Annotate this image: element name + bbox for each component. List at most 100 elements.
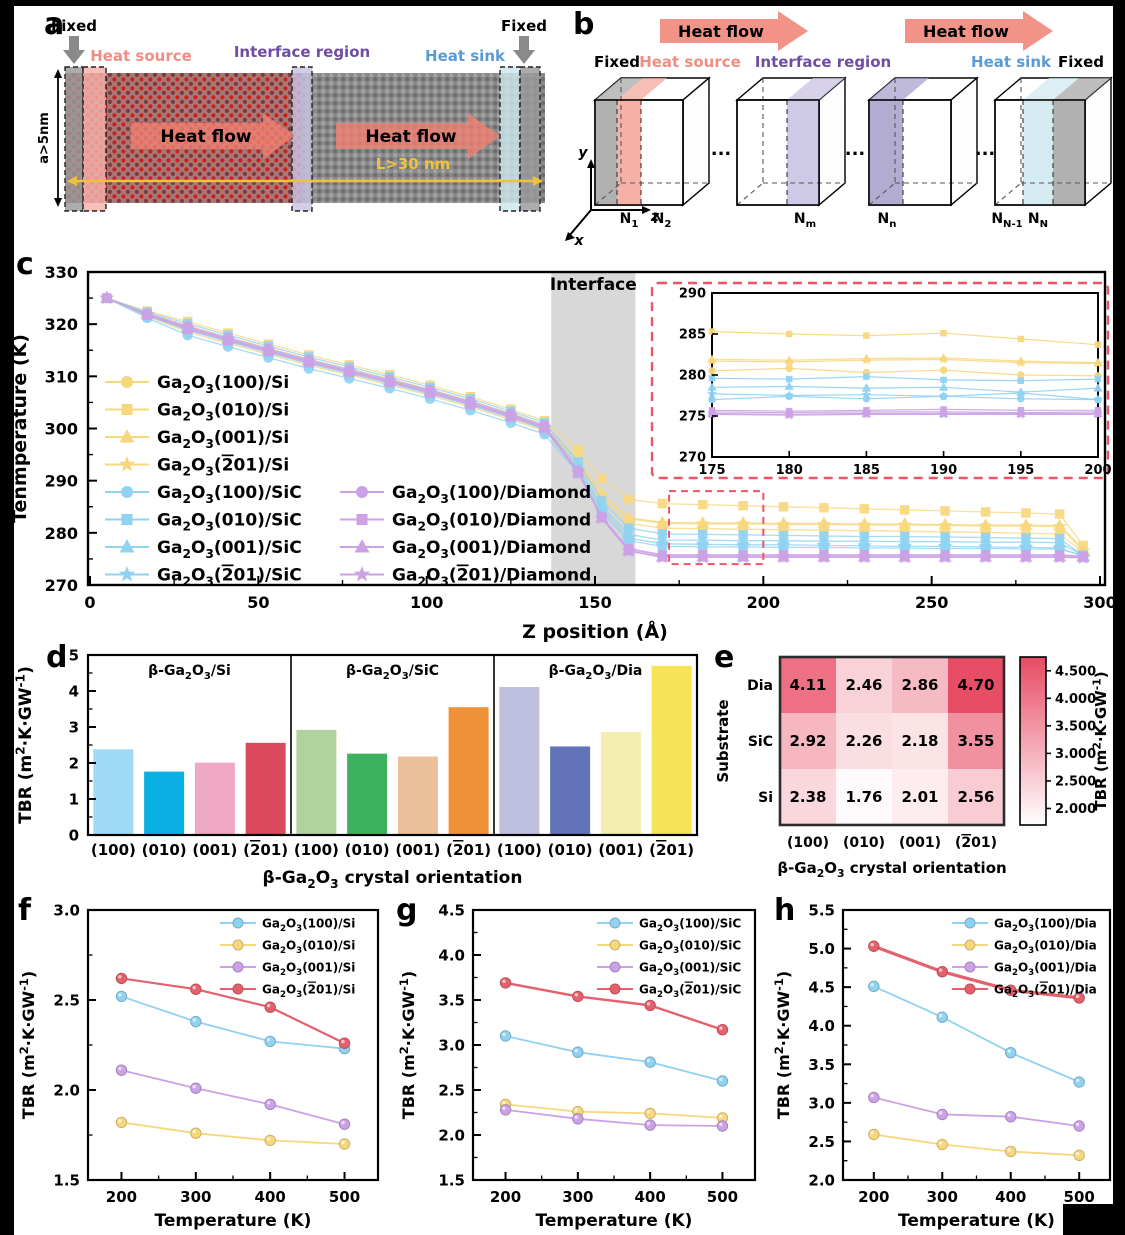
series-marker-star: [220, 332, 236, 346]
inset-y-tick-label: 280: [679, 369, 706, 384]
y-tick-label: 3: [69, 719, 79, 737]
x-tick-label: 250: [915, 593, 948, 612]
legend-item: Ga2O3(001)/SiC: [105, 538, 302, 561]
series-marker-star: [118, 455, 136, 472]
heatmap-cell-value: 2.46: [845, 676, 882, 694]
marker-highlight: [1075, 1078, 1080, 1083]
box-side-face: [682, 76, 710, 207]
box-side-face: [1084, 76, 1112, 207]
legend-label: Ga2O3(201)/Si: [157, 456, 289, 479]
colorbar-axis-label: TBR (m2·K·GW-1): [1090, 671, 1110, 810]
series-marker-star: [571, 465, 586, 479]
series-marker-circle: [1005, 1047, 1017, 1059]
bar: [448, 707, 489, 835]
axis-x-line: [568, 209, 592, 237]
series-marker-star: [1015, 387, 1026, 398]
series-line: [873, 944, 1080, 1000]
y-tick-label: 270: [45, 576, 78, 595]
marker-highlight: [192, 1018, 196, 1022]
heat-source-label: Heat source: [90, 47, 192, 65]
bar-tick-label: (010): [345, 841, 390, 859]
marker-highlight: [938, 1141, 943, 1145]
slab-label-n1: N1: [620, 211, 639, 230]
axis-x-arrowhead: [565, 232, 575, 241]
marker-highlight: [192, 1129, 196, 1134]
heat-sink-label: Heat sink: [971, 53, 1052, 71]
x-axis-label: Z position (Å): [522, 619, 668, 643]
series-marker-square: [1054, 509, 1065, 519]
inset-x-tick-label: 180: [776, 463, 803, 478]
y-tick-label: 3.0: [438, 1037, 465, 1055]
heatmap-cell: [948, 713, 1004, 769]
inset-series-line: [711, 412, 1098, 416]
marker-highlight: [118, 1119, 122, 1123]
axis-y-arrowhead: [587, 159, 595, 168]
series-marker-star: [1018, 518, 1034, 533]
interface-region-label: Interface region: [755, 53, 891, 71]
y-tick-label: 3.0: [53, 902, 80, 920]
series-marker-square: [778, 502, 789, 512]
series-marker-star: [353, 565, 371, 582]
heat-flow-label-2: Heat flow: [923, 22, 1009, 41]
heatmap-y-axis-label: Substrate: [714, 699, 732, 782]
box-side-face: [950, 76, 978, 207]
inset-y-tick-label: 270: [679, 451, 706, 466]
y-tick-label: 290: [45, 472, 78, 491]
fixed-label-left: Fixed: [594, 53, 640, 71]
legend-item: Ga2O3(201)/Diamond: [340, 565, 591, 588]
height-label: a>5nm: [37, 112, 52, 164]
slab-group-4: [993, 76, 1113, 207]
marker-highlight: [646, 1121, 651, 1126]
marker-highlight: [266, 1003, 271, 1008]
inset-series-line: [711, 357, 1099, 364]
legend-item: Ga2O3(201)/SiC: [105, 566, 302, 588]
series-marker-square: [356, 514, 368, 525]
series-marker-star: [897, 517, 912, 532]
series-marker-circle: [1017, 395, 1025, 403]
bar-tick-label: (100): [497, 841, 542, 859]
y-tick-label: 1.5: [53, 1172, 80, 1190]
x-tick-label: 200: [858, 1188, 889, 1206]
legend-label: Ga2O3(100)/Si: [157, 373, 289, 396]
height-arrowhead-bottom: [54, 198, 62, 207]
x-tick-label: 500: [1064, 1188, 1095, 1206]
box-slab-top: [1023, 78, 1079, 100]
y-tick-label: 2: [69, 755, 79, 773]
y-tick-label: 300: [45, 420, 78, 439]
series-marker-triangle: [354, 539, 370, 553]
heatmap-cell: [836, 769, 892, 825]
heatmap-row-label: SiC: [748, 734, 773, 750]
series-marker-star: [861, 389, 872, 399]
bar: [296, 729, 337, 835]
fixed-band-left: [64, 66, 84, 212]
inset-y-tick-label: 290: [679, 287, 706, 302]
legend-item: Ga2O3(100)/SiC: [105, 483, 302, 506]
bar: [651, 665, 692, 835]
colorbar-tick-label: 4.500: [1055, 664, 1096, 679]
x-tick-label: 400: [255, 1188, 286, 1206]
bar-tick-label: (201): [446, 841, 491, 859]
bar-tick-label: (010): [142, 841, 187, 859]
panel-f-letter: f: [18, 893, 32, 928]
series-marker-circle: [499, 1030, 512, 1042]
series-marker-star: [857, 517, 872, 532]
marker-highlight: [719, 1114, 723, 1118]
series-marker-star: [1092, 358, 1104, 368]
x-tick-label: 50: [247, 593, 269, 612]
marker-highlight: [502, 979, 506, 983]
series-line: [121, 995, 345, 1050]
legend-marker: [609, 983, 621, 995]
marker-highlight: [1007, 1113, 1011, 1117]
legend-item: Ga2O3(201)/Si: [105, 455, 289, 479]
series-marker-star: [621, 511, 636, 525]
x-tick-label: 150: [578, 593, 611, 612]
y-tick-label: 3.0: [808, 1094, 835, 1112]
series-marker-star: [938, 409, 949, 419]
series-marker-circle: [936, 1011, 948, 1023]
colorbar-tick-label: 4.000: [1055, 692, 1096, 707]
legend-label: Ga2O3(100)/Si: [262, 917, 355, 934]
series-marker-circle: [115, 1116, 128, 1129]
series-marker-square: [1017, 377, 1025, 384]
heatmap-cell-value: 2.86: [901, 676, 938, 694]
series-marker-star: [897, 549, 912, 564]
